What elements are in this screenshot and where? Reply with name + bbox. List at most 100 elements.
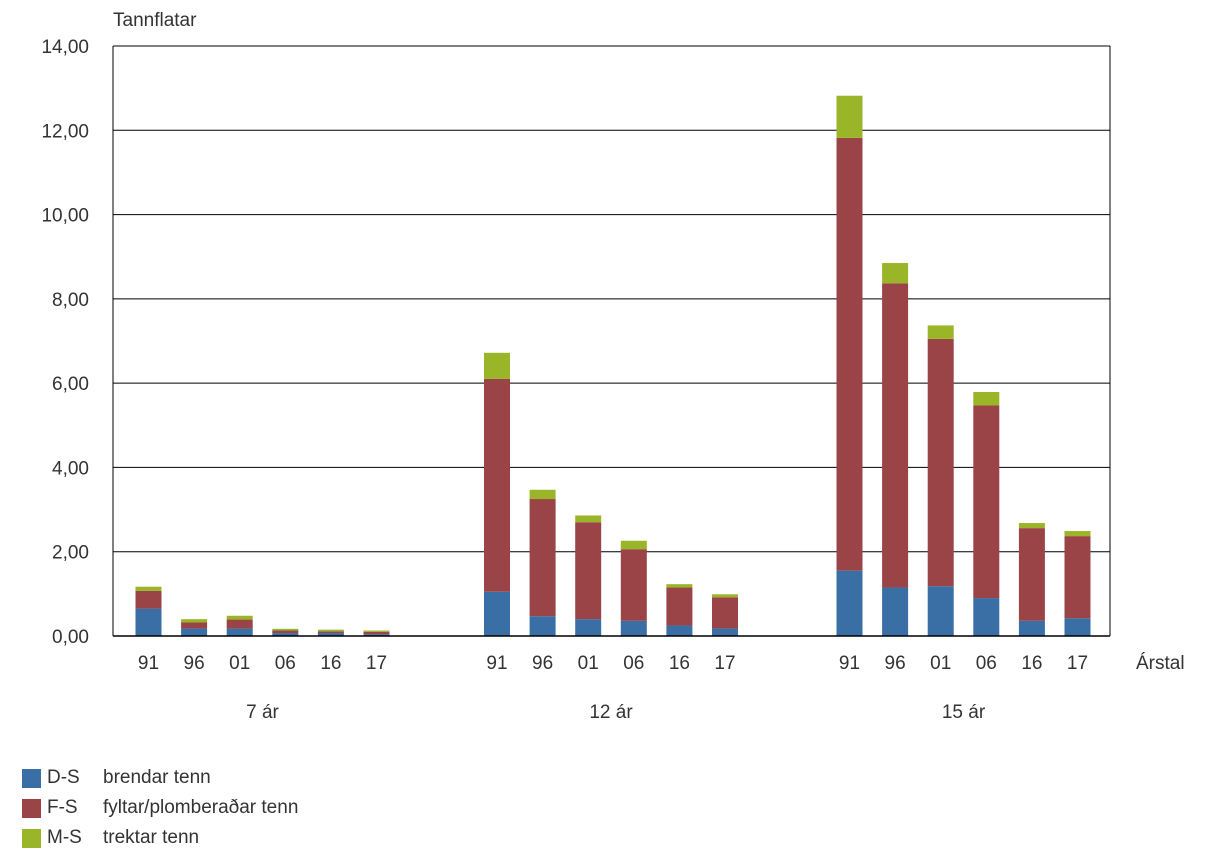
bar-segment-m-s [620,540,647,550]
x-tick-label: 96 [184,653,205,674]
bar-segment-m-s [973,391,1000,406]
x-tick-label: 16 [320,653,341,674]
bar-segment-f-s [882,283,909,588]
bar-segment-m-s [575,515,602,523]
x-tick-label: 17 [1067,653,1088,674]
bar-segment-m-s [927,325,954,339]
bar-segment-f-s [529,499,556,617]
legend: D-S brendar tenn F-S fyltar/plomberaðar … [22,763,298,853]
legend-code: M-S [47,827,82,848]
x-tick-label: 06 [623,653,644,674]
bar-segment-f-s [620,549,647,621]
bar-segment-f-s [363,631,390,635]
x-tick-label: 96 [885,653,906,674]
bar-segment-f-s [484,378,510,592]
bar-segment-d-s [1064,618,1091,636]
bar-segment-d-s [620,620,647,636]
bar-segment-m-s [484,352,510,379]
x-tick-label: 17 [366,653,387,674]
x-tick-label: 17 [714,653,735,674]
bar-segment-f-s [927,338,954,587]
bar-segment-m-s [363,630,390,632]
bar-segment-d-s [529,616,556,636]
legend-swatch-m-s [22,828,41,848]
bar-segment-d-s [363,634,390,636]
bar-segment-f-s [317,631,344,634]
group-label: 12 ár [589,702,633,723]
bar-segment-m-s [666,584,693,588]
x-tick-label: 01 [578,653,599,674]
bar-segment-d-s [226,628,253,636]
bar-segment-m-s [272,628,299,631]
x-tick-label: 06 [275,653,296,674]
x-tick-label: 91 [486,653,507,674]
stacked-bar-chart: 0,00 2,00 4,00 6,00 8,00 10,00 12,00 14,00 91 96 0… [41,10,1185,723]
bar-segment-f-s [181,622,208,629]
y-tick-label: 6,00 [52,374,89,395]
group-label: 7 ár [246,702,279,723]
bar-segment-m-s [181,619,208,623]
bar-segment-f-s [272,630,299,634]
x-tick-label: 16 [669,653,690,674]
gridlines [113,45,1110,553]
bar-segment-m-s [317,629,344,632]
bar-segment-d-s [836,570,863,636]
bar-segment-d-s [666,625,693,636]
bar-segment-m-s [712,594,738,598]
y-axis-title: Tannflatar [113,10,197,31]
bar-segment-m-s [836,95,863,138]
bar-segment-d-s [317,633,344,636]
legend-item-f-s: F-S fyltar/plomberaðar tenn [22,793,298,823]
bar-segment-m-s [135,586,162,591]
legend-label: trektar tenn [103,827,200,848]
bar-segment-f-s [1018,528,1045,621]
bar-segment-d-s [1018,620,1045,636]
bar-segment-f-s [836,137,863,571]
legend-item-m-s: M-S trektar tenn [22,823,298,853]
y-tick-label: 12,00 [41,121,89,142]
x-tick-label: 01 [930,653,951,674]
bar-segment-d-s [882,587,909,636]
x-tick-label: 96 [532,653,553,674]
bars [135,95,1091,636]
legend-code: F-S [47,797,78,818]
group-label: 15 ár [942,702,986,723]
bar-segment-d-s [575,619,602,636]
bar-segment-m-s [226,615,253,620]
x-tick-label: 01 [229,653,250,674]
bar-segment-m-s [882,263,909,284]
x-tick-label: 06 [976,653,997,674]
x-tick-label: 91 [138,653,159,674]
x-axis-title: Árstal [1136,653,1185,674]
y-tick-label: 8,00 [52,290,89,311]
bar-segment-m-s [529,489,556,500]
bar-segment-d-s [973,598,1000,636]
y-tick-label: 2,00 [52,543,89,564]
bar-segment-d-s [135,608,162,636]
bar-segment-d-s [272,633,299,636]
bar-segment-f-s [1064,536,1091,619]
legend-code: D-S [47,767,80,788]
bar-segment-f-s [226,619,253,629]
legend-label: fyltar/plomberaðar tenn [103,797,299,818]
bar-segment-d-s [712,628,738,636]
x-tick-label: 91 [839,653,860,674]
y-tick-label: 14,00 [41,37,89,58]
axes: 0,00 2,00 4,00 6,00 8,00 10,00 12,00 14,00 91 96 0… [41,37,1111,723]
bar-segment-m-s [1064,531,1091,537]
legend-swatch-f-s [22,798,41,818]
bar-segment-f-s [973,405,1000,599]
legend-label: brendar tenn [103,767,211,788]
y-tick-label: 0,00 [52,627,89,648]
bar-segment-f-s [666,587,693,626]
bar-segment-d-s [181,628,208,636]
y-tick-label: 10,00 [41,206,89,227]
x-tick-label: 16 [1021,653,1042,674]
bar-segment-m-s [1018,523,1045,529]
bar-segment-f-s [712,597,738,629]
bar-segment-d-s [927,586,954,636]
legend-swatch-d-s [22,768,41,788]
legend-item-d-s: D-S brendar tenn [22,763,298,793]
bar-segment-f-s [575,522,602,620]
y-tick-label: 4,00 [52,458,89,479]
